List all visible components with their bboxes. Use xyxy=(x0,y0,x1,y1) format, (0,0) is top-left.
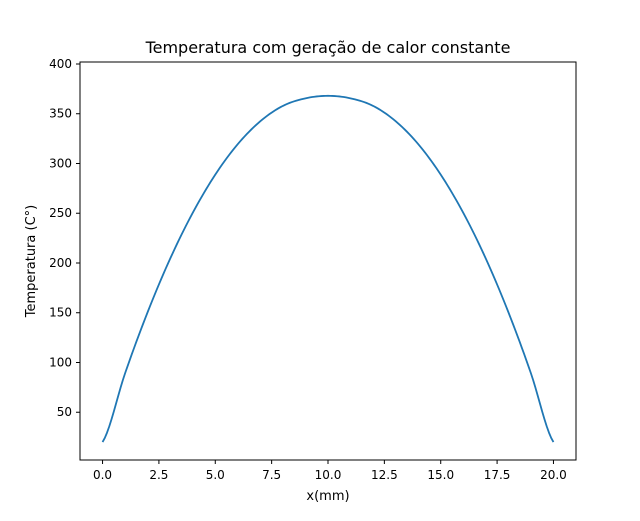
y-tick-label: 150 xyxy=(49,306,72,320)
x-tick-label: 20.0 xyxy=(540,468,567,482)
plot-area xyxy=(79,61,577,461)
series-line xyxy=(101,94,555,443)
x-axis-label: x(mm) xyxy=(306,489,349,504)
x-tick-label: 17.5 xyxy=(484,468,511,482)
x-tick-label: 2.5 xyxy=(149,468,168,482)
x-tick-label: 10.0 xyxy=(315,468,342,482)
x-tick-label: 12.5 xyxy=(371,468,398,482)
y-axis-ticks: 50 100 150 200 250 300 350 400 xyxy=(49,57,80,419)
y-tick-label: 400 xyxy=(49,57,72,71)
x-tick-label: 0.0 xyxy=(93,468,112,482)
x-tick-label: 7.5 xyxy=(262,468,281,482)
y-tick-label: 50 xyxy=(57,405,72,419)
x-tick-label: 15.0 xyxy=(427,468,454,482)
y-tick-label: 250 xyxy=(49,206,72,220)
x-tick-label: 5.0 xyxy=(206,468,225,482)
x-axis-ticks: 0.0 2.5 5.0 7.5 10.0 12.5 15.0 17.5 20.0 xyxy=(93,460,567,482)
y-axis-label: Temperatura (C°) xyxy=(24,205,39,318)
y-tick-label: 200 xyxy=(49,256,72,270)
y-tick-label: 350 xyxy=(49,107,72,121)
chart-title: Temperatura com geração de calor constan… xyxy=(145,38,511,57)
y-tick-label: 300 xyxy=(49,156,72,170)
series-layer xyxy=(101,94,555,443)
y-tick-label: 100 xyxy=(49,355,72,369)
